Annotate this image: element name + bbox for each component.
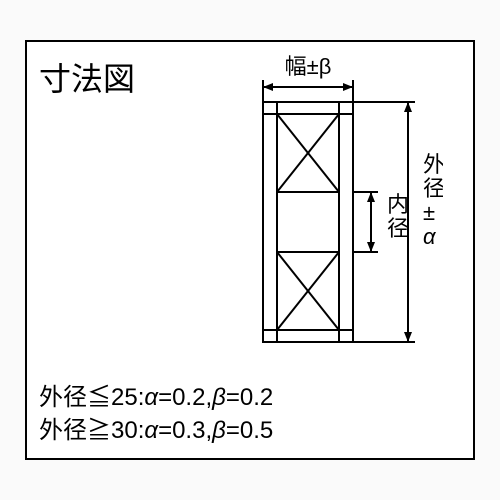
figure-frame: 寸法図 幅±β bbox=[0, 0, 500, 500]
figure-title: 寸法図 bbox=[39, 54, 135, 100]
note1-bv: =0.2 bbox=[226, 384, 273, 411]
outer-dia-label-2: 径 bbox=[423, 176, 443, 201]
outer-dia-label-4: α bbox=[423, 224, 437, 249]
note2-pre: 外径≧30: bbox=[39, 417, 144, 444]
inner-dia-label-1: 内 bbox=[387, 192, 409, 217]
roller-top bbox=[277, 114, 339, 192]
outer-dia-label-3: ± bbox=[423, 200, 435, 225]
inner-dia-dimension: 内 径 bbox=[353, 192, 409, 252]
note1-b: β bbox=[212, 384, 226, 411]
note2-av: =0.3, bbox=[158, 417, 212, 444]
width-dimension: 幅±β bbox=[263, 54, 353, 102]
footnotes: 外径≦25:α=0.2,β=0.2 外径≧30:α=0.3,β=0.5 bbox=[39, 381, 273, 448]
bearing-diagram: 幅±β bbox=[243, 52, 443, 362]
note1-pre: 外径≦25: bbox=[39, 384, 144, 411]
roller-bottom bbox=[277, 252, 339, 330]
note2-bv: =0.5 bbox=[226, 417, 273, 444]
diagram-svg: 幅±β bbox=[243, 52, 443, 372]
note1-a: α bbox=[144, 384, 158, 411]
figure-border: 寸法図 幅±β bbox=[25, 40, 475, 460]
note2-a: α bbox=[144, 417, 158, 444]
note2-b: β bbox=[212, 417, 226, 444]
note1-av: =0.2, bbox=[158, 384, 212, 411]
note-line-1: 外径≦25:α=0.2,β=0.2 bbox=[39, 381, 273, 415]
width-label: 幅±β bbox=[285, 54, 332, 79]
inner-dia-label-2: 径 bbox=[387, 216, 409, 241]
outer-dia-label-1: 外 bbox=[423, 152, 443, 177]
note-line-2: 外径≧30:α=0.3,β=0.5 bbox=[39, 414, 273, 448]
